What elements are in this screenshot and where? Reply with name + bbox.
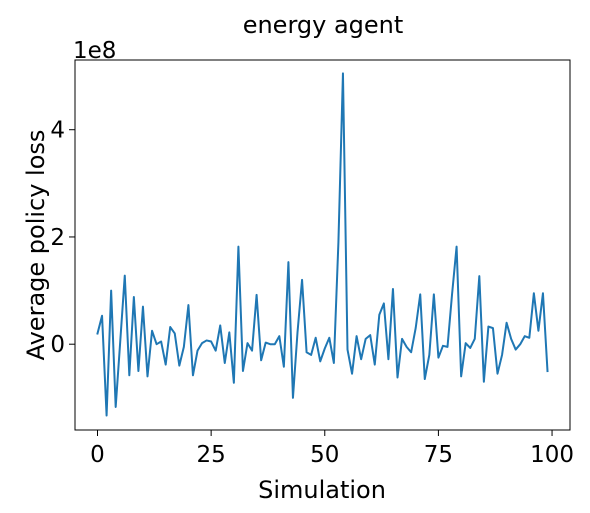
y-tick-label: 4 [50,118,65,144]
x-tick-label: 50 [310,442,339,468]
y-tick-label: 2 [50,225,65,251]
y-axis-title: Average policy loss [22,130,50,361]
x-tick-label: 25 [196,442,225,468]
x-tick-label: 0 [90,442,105,468]
x-axis-title: Simulation [258,476,386,504]
chart-title: energy agent [243,11,404,39]
x-tick-label: 100 [530,442,574,468]
plot-area [96,72,549,417]
series-line-0 [96,72,549,417]
x-tick-label: 75 [424,442,453,468]
y-tick-label: 0 [50,332,65,358]
plot-frame [74,59,571,431]
